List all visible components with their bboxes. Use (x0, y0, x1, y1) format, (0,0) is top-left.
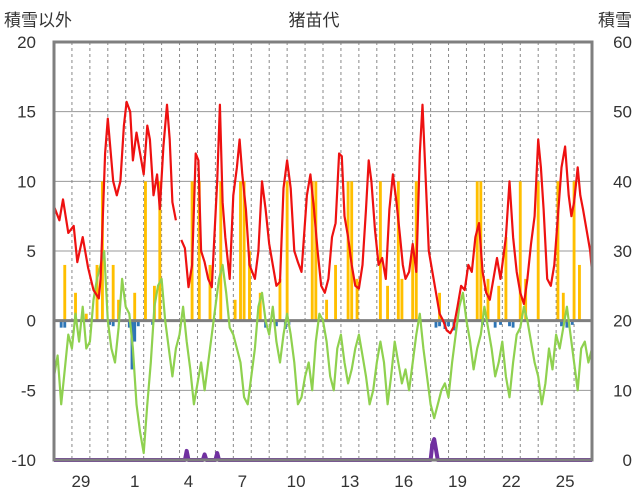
sunshine-bar (258, 292, 262, 321)
precip-bar (560, 320, 563, 327)
sunshine-bar (561, 292, 565, 321)
sunshine-bar (239, 181, 242, 321)
x-tick-label: 29 (71, 472, 90, 491)
sunshine-bar (438, 292, 442, 321)
sunshine-bar (572, 181, 576, 321)
sunshine-bar (396, 181, 400, 321)
precip-bar (511, 320, 515, 328)
sunshine-bar (355, 278, 359, 321)
x-tick-label: 1 (130, 472, 139, 491)
right-tick-label: 10 (613, 381, 632, 400)
left-y-ticks: 20 15 10 5 0 -5 -10 (11, 33, 36, 470)
sunshine-bar (400, 278, 404, 321)
sunshine-bar (95, 264, 99, 321)
x-tick-label: 19 (448, 472, 467, 491)
x-tick-label: 25 (556, 472, 575, 491)
sunshine-bar (518, 181, 522, 321)
sunshine-bar (133, 292, 137, 321)
right-axis-label: 積雪 (598, 11, 632, 31)
sunshine-bar (346, 181, 350, 321)
sunshine-bar (325, 299, 329, 321)
precip-bar (59, 320, 63, 328)
precip-bar (136, 320, 140, 327)
left-tick-label: 0 (27, 312, 36, 331)
left-tick-label: -5 (21, 381, 36, 400)
x-tick-label: 16 (394, 472, 413, 491)
left-tick-label: 10 (17, 172, 36, 191)
x-tick-label: 10 (287, 472, 306, 491)
sunshine-bar (242, 181, 246, 321)
sunshine-bar (74, 292, 77, 321)
sunshine-bar (504, 237, 508, 321)
sunshine-bar (84, 313, 88, 321)
sunshine-bar (117, 299, 120, 321)
sunshine-bar (350, 181, 354, 321)
sunshine-bar (314, 181, 318, 321)
sunshine-bar (310, 181, 314, 321)
right-tick-label: 60 (613, 33, 632, 52)
grid (54, 42, 592, 460)
sunshine-bar (285, 181, 289, 321)
sunshine-bar (524, 278, 528, 321)
precip-bar (499, 320, 502, 325)
right-tick-label: 30 (613, 242, 632, 261)
sunshine-bar (158, 181, 162, 321)
sunshine-bar (144, 181, 147, 321)
right-tick-label: 20 (613, 312, 632, 331)
snow-depth-line (54, 437, 592, 462)
sunshine-bar (208, 264, 212, 321)
x-tick-label: 22 (502, 472, 521, 491)
left-tick-label: 20 (17, 33, 36, 52)
left-axis-label: 積雪以外 (4, 11, 72, 31)
x-tick-label: 4 (184, 472, 193, 491)
x-tick-label: 13 (340, 472, 359, 491)
sunshine-bar (536, 181, 540, 321)
sunshine-bar (475, 181, 479, 321)
precip-bar (111, 320, 115, 327)
precip-bar (133, 320, 137, 342)
right-tick-label: 40 (613, 172, 632, 191)
left-tick-label: -10 (11, 451, 36, 470)
sunshine-bar (197, 181, 201, 321)
precip-bar (274, 320, 278, 327)
series-lines (52, 100, 594, 462)
sunshine-bar (386, 285, 389, 321)
sunshine-bar (497, 285, 501, 321)
sunshine-bar (278, 278, 282, 321)
left-tick-label: 5 (27, 242, 36, 261)
sunshine-bar (378, 181, 382, 321)
sunshine-bar (486, 278, 490, 321)
temperature-line-2 (180, 103, 594, 335)
precip-bar (565, 320, 569, 328)
sunshine-bar (411, 251, 415, 321)
right-y-ticks: 60 50 40 30 20 10 0 (613, 33, 632, 470)
right-tick-label: 50 (613, 103, 632, 122)
x-ticks: 29 1 4 7 10 13 16 19 22 25 (71, 472, 574, 491)
precip-bar (447, 320, 450, 327)
precip-bar (438, 320, 442, 327)
dewpoint-line (52, 249, 594, 455)
temperature-line (52, 100, 177, 300)
precip-bar (493, 320, 497, 328)
sunshine-bar (219, 181, 223, 321)
precip-bar (108, 320, 112, 325)
sunshine-bar (111, 264, 115, 321)
precip-bar (63, 320, 67, 328)
sunshine-bar (233, 299, 237, 321)
plot-frame (52, 40, 594, 462)
sunshine-bar (248, 251, 251, 321)
right-tick-label: 0 (623, 451, 632, 470)
left-tick-label: 15 (17, 103, 36, 122)
sunshine-bar (578, 264, 581, 321)
precip-bar (434, 320, 438, 328)
sunshine-bar (63, 264, 67, 321)
chart-title: 猪苗代 (289, 11, 340, 31)
sunshine-bar (556, 181, 560, 321)
precip-bar (508, 320, 511, 327)
sunshine-bar (334, 264, 337, 321)
precip-bar (570, 320, 574, 325)
x-tick-label: 7 (238, 472, 247, 491)
